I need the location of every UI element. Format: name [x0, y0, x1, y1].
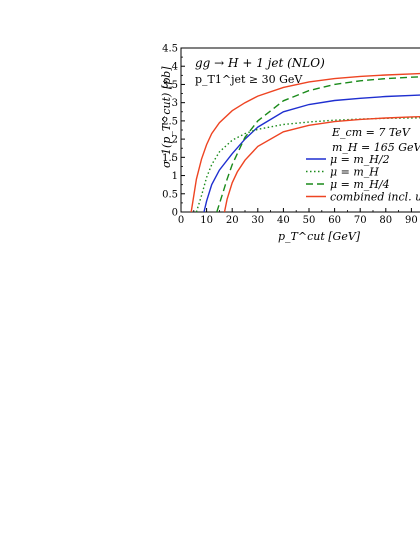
x-axis-label: p_T^cut [GeV]	[278, 230, 361, 243]
series-line-0	[203, 94, 420, 213]
x-tick-label: 90	[405, 215, 418, 226]
annotation-mh: m_H = 165 GeV	[332, 141, 420, 154]
x-tick-label: 20	[226, 215, 239, 226]
x-tick-label: 10	[200, 215, 213, 226]
y-tick-label: 1.5	[162, 153, 178, 164]
x-tick-label: 80	[379, 215, 392, 226]
y-axis-label: σ_1(p_T^cut) [pb]	[160, 66, 173, 168]
annotation-cut: p_T1^jet ≥ 30 GeV	[195, 73, 303, 86]
x-tick-label: 0	[178, 215, 184, 226]
y-tick-label: 1	[172, 171, 178, 182]
x-tick-label: 40	[277, 215, 290, 226]
y-tick-label: 0	[172, 208, 178, 219]
y-tick-label: 4	[172, 62, 178, 73]
legend-label: μ = m_H	[330, 166, 379, 179]
legend-label: μ = m_H/4	[330, 178, 390, 191]
x-tick-label: 30	[251, 215, 264, 226]
x-tick-label: 50	[303, 215, 316, 226]
legend-label: combined incl. unc.	[330, 191, 420, 204]
legend-label: μ = m_H/2	[330, 153, 390, 166]
series-line-3	[190, 72, 420, 213]
axis-ticks: 0 10 20 30 40 50 60 70 80 90 0 0.5 1 1.5 2 2.5 3 3.5 4 4.5	[162, 44, 418, 227]
x-tick-label: 60	[328, 215, 341, 226]
series-lines	[190, 72, 420, 213]
series-line-4	[223, 116, 420, 213]
y-tick-label: 3	[172, 98, 178, 109]
annotation-process: gg → H + 1 jet (NLO)	[195, 56, 325, 70]
series-line-1	[195, 117, 420, 213]
y-tick-label: 0.5	[162, 189, 178, 200]
x-tick-label: 70	[354, 215, 367, 226]
annotation-ecm: E_cm = 7 TeV	[331, 126, 411, 139]
y-tick-label: 4.5	[162, 44, 178, 55]
y-tick-label: 2	[172, 135, 178, 146]
y-tick-label: 3.5	[162, 80, 178, 91]
series-line-2	[216, 76, 420, 213]
y-tick-label: 2.5	[162, 116, 178, 127]
